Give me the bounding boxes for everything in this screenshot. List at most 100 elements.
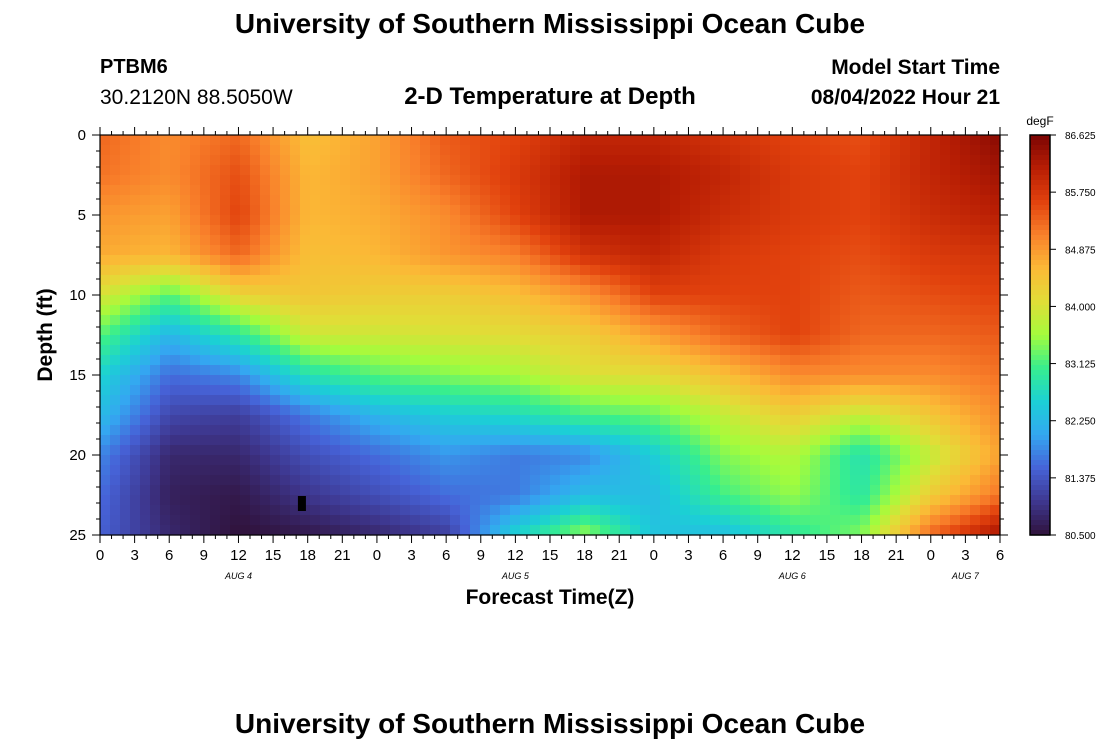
heatmap-cell bbox=[480, 395, 491, 406]
heatmap-cell bbox=[670, 525, 681, 536]
heatmap-cell bbox=[620, 445, 631, 456]
heatmap-cell bbox=[780, 495, 791, 506]
heatmap-cell bbox=[410, 345, 421, 356]
heatmap-cell bbox=[880, 375, 891, 386]
heatmap-cell bbox=[640, 515, 651, 526]
heatmap-cell bbox=[270, 435, 281, 446]
heatmap-cell bbox=[840, 335, 851, 346]
heatmap-cell bbox=[450, 475, 461, 486]
heatmap-cell bbox=[450, 335, 461, 346]
heatmap-cell bbox=[380, 305, 391, 316]
heatmap-cell bbox=[890, 395, 901, 406]
heatmap-cell bbox=[290, 135, 301, 146]
heatmap-cell bbox=[420, 325, 431, 336]
heatmap-cell bbox=[840, 305, 851, 316]
colorbar-tick-label: 83.125 bbox=[1065, 360, 1096, 371]
heatmap-cell bbox=[660, 375, 671, 386]
heatmap-cell bbox=[290, 465, 301, 476]
heatmap-cell bbox=[950, 225, 961, 236]
heatmap-cell bbox=[380, 385, 391, 396]
heatmap-cell bbox=[220, 505, 231, 516]
heatmap-cell bbox=[400, 275, 411, 286]
heatmap-cell bbox=[200, 465, 211, 476]
heatmap-cell bbox=[720, 145, 731, 156]
heatmap-cell bbox=[790, 235, 801, 246]
heatmap-cell bbox=[560, 265, 571, 276]
heatmap-cell bbox=[380, 505, 391, 516]
heatmap-cell bbox=[750, 385, 761, 396]
heatmap-cell bbox=[800, 445, 811, 456]
heatmap-cell bbox=[320, 175, 331, 186]
heatmap-cell bbox=[800, 525, 811, 536]
heatmap-cell bbox=[470, 435, 481, 446]
heatmap-cell bbox=[860, 315, 871, 326]
colorbar-segment bbox=[1030, 150, 1050, 156]
heatmap-cell bbox=[770, 495, 781, 506]
heatmap-cell bbox=[360, 475, 371, 486]
heatmap-cell bbox=[530, 175, 541, 186]
heatmap-cell bbox=[700, 455, 711, 466]
heatmap-cell bbox=[910, 135, 921, 146]
heatmap-cell bbox=[440, 505, 451, 516]
heatmap-cell bbox=[590, 395, 601, 406]
heatmap-cell bbox=[770, 505, 781, 516]
heatmap-cell bbox=[850, 175, 861, 186]
heatmap-cell bbox=[910, 365, 921, 376]
colorbar-segment bbox=[1030, 360, 1050, 366]
heatmap-cell bbox=[830, 485, 841, 496]
colorbar-segment bbox=[1030, 460, 1050, 466]
heatmap-cell bbox=[820, 255, 831, 266]
heatmap-cell bbox=[560, 375, 571, 386]
heatmap-cell bbox=[280, 165, 291, 176]
heatmap-cell bbox=[310, 275, 321, 286]
heatmap-cell bbox=[530, 505, 541, 516]
heatmap-cell bbox=[930, 475, 941, 486]
heatmap-cell bbox=[350, 165, 361, 176]
heatmap-cell bbox=[290, 365, 301, 376]
heatmap-cell bbox=[980, 425, 991, 436]
heatmap-cell bbox=[900, 395, 911, 406]
heatmap-cell bbox=[540, 335, 551, 346]
heatmap-cell bbox=[470, 325, 481, 336]
heatmap-cell bbox=[100, 525, 111, 536]
heatmap-cell bbox=[710, 435, 721, 446]
heatmap-cell bbox=[560, 165, 571, 176]
heatmap-cell bbox=[320, 265, 331, 276]
heatmap-cell bbox=[780, 175, 791, 186]
heatmap-cell bbox=[520, 445, 531, 456]
heatmap-cell bbox=[140, 505, 151, 516]
heatmap-cell bbox=[850, 525, 861, 536]
heatmap-cell bbox=[810, 215, 821, 226]
heatmap-cell bbox=[570, 345, 581, 356]
heatmap-cell bbox=[980, 255, 991, 266]
heatmap-cell bbox=[880, 425, 891, 436]
heatmap-cell bbox=[240, 345, 251, 356]
heatmap-cell bbox=[120, 225, 131, 236]
heatmap-cell bbox=[320, 485, 331, 496]
heatmap-cell bbox=[700, 445, 711, 456]
heatmap-cell bbox=[250, 245, 261, 256]
heatmap-cell bbox=[990, 425, 1001, 436]
heatmap-cell bbox=[360, 335, 371, 346]
heatmap-cell bbox=[740, 165, 751, 176]
heatmap-cell bbox=[380, 135, 391, 146]
heatmap-cell bbox=[920, 305, 931, 316]
heatmap-cell bbox=[430, 235, 441, 246]
heatmap-cell bbox=[720, 295, 731, 306]
heatmap-cell bbox=[250, 235, 261, 246]
heatmap-cell bbox=[770, 525, 781, 536]
heatmap-cell bbox=[900, 325, 911, 336]
heatmap-cell bbox=[230, 175, 241, 186]
heatmap-cell bbox=[730, 235, 741, 246]
heatmap-cell bbox=[860, 485, 871, 496]
heatmap-cell bbox=[910, 425, 921, 436]
heatmap-cell bbox=[600, 295, 611, 306]
heatmap-cell bbox=[970, 385, 981, 396]
heatmap-cell bbox=[900, 375, 911, 386]
heatmap-cell bbox=[390, 515, 401, 526]
heatmap-cell bbox=[750, 195, 761, 206]
heatmap-cell bbox=[570, 235, 581, 246]
heatmap-cell bbox=[930, 525, 941, 536]
heatmap-cell bbox=[230, 425, 241, 436]
heatmap-cell bbox=[960, 375, 971, 386]
